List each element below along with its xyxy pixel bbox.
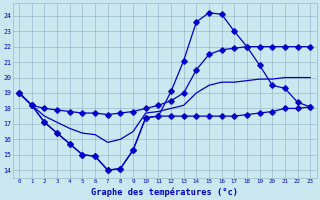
X-axis label: Graphe des températures (°c): Graphe des températures (°c) xyxy=(91,187,238,197)
